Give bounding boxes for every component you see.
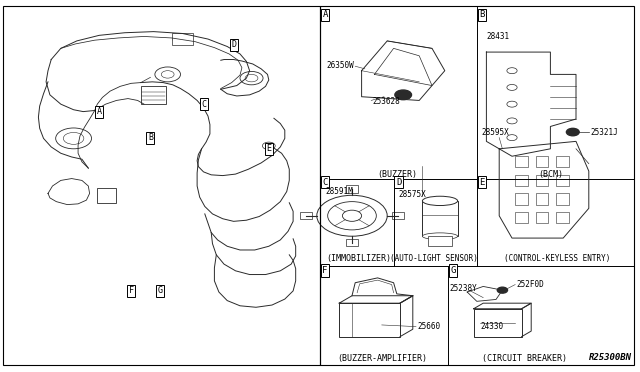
Text: 28595X: 28595X <box>482 128 509 137</box>
Text: 252F0D: 252F0D <box>516 280 544 289</box>
Bar <box>3 6 320 365</box>
Text: (BCM): (BCM) <box>538 170 563 179</box>
Circle shape <box>497 287 508 293</box>
Bar <box>428 236 452 246</box>
Bar <box>422 201 458 236</box>
Bar <box>515 212 528 223</box>
Text: D: D <box>231 40 236 49</box>
Text: F: F <box>129 286 134 295</box>
Text: B: B <box>479 10 484 19</box>
Text: 28591M: 28591M <box>325 187 353 196</box>
Text: (IMMOBILIZER): (IMMOBILIZER) <box>326 254 391 263</box>
Bar <box>515 156 528 167</box>
Text: (BUZZER): (BUZZER) <box>377 170 417 179</box>
Ellipse shape <box>422 196 458 206</box>
Text: F: F <box>323 266 328 275</box>
Bar <box>97 188 116 203</box>
Text: (AUTO-LIGHT SENSOR): (AUTO-LIGHT SENSOR) <box>390 254 478 263</box>
Bar <box>172 33 193 45</box>
Bar <box>536 212 548 223</box>
Text: (CONTROL-KEYLESS ENTRY): (CONTROL-KEYLESS ENTRY) <box>504 254 610 263</box>
Bar <box>536 156 548 167</box>
Bar <box>300 212 312 219</box>
Bar <box>474 309 522 337</box>
Text: D: D <box>396 178 401 187</box>
Text: E: E <box>266 144 271 153</box>
Bar <box>556 175 569 186</box>
Bar <box>556 156 569 167</box>
Text: 25321J: 25321J <box>590 128 618 137</box>
Text: 26350W: 26350W <box>326 61 354 70</box>
Bar <box>339 303 400 337</box>
Text: C: C <box>201 100 206 109</box>
Bar <box>515 193 528 205</box>
Text: A: A <box>323 10 328 19</box>
Text: 28431: 28431 <box>486 32 509 41</box>
Bar <box>536 193 548 205</box>
Text: 25660: 25660 <box>418 322 441 331</box>
Text: E: E <box>479 178 484 187</box>
Bar <box>556 212 569 223</box>
Bar <box>346 185 358 193</box>
Bar <box>515 175 528 186</box>
Bar <box>141 86 166 104</box>
Text: 28575X: 28575X <box>398 190 426 199</box>
Text: (CIRCUIT BREAKER): (CIRCUIT BREAKER) <box>483 355 567 363</box>
Bar <box>346 239 358 246</box>
Text: G: G <box>157 286 163 295</box>
Text: A: A <box>97 107 102 116</box>
Circle shape <box>566 128 579 136</box>
Text: 24330: 24330 <box>480 323 503 331</box>
Text: 25238Y: 25238Y <box>449 284 477 293</box>
Text: (BUZZER-AMPLIFIER): (BUZZER-AMPLIFIER) <box>337 355 427 363</box>
Text: 253628: 253628 <box>372 97 400 106</box>
Bar <box>320 6 634 365</box>
Bar <box>392 212 404 219</box>
Text: C: C <box>323 178 328 187</box>
Text: B: B <box>148 133 153 142</box>
Circle shape <box>395 90 412 100</box>
Bar <box>536 175 548 186</box>
Text: R25300BN: R25300BN <box>589 353 632 362</box>
Text: G: G <box>451 266 456 275</box>
Ellipse shape <box>422 233 458 240</box>
Bar <box>556 193 569 205</box>
